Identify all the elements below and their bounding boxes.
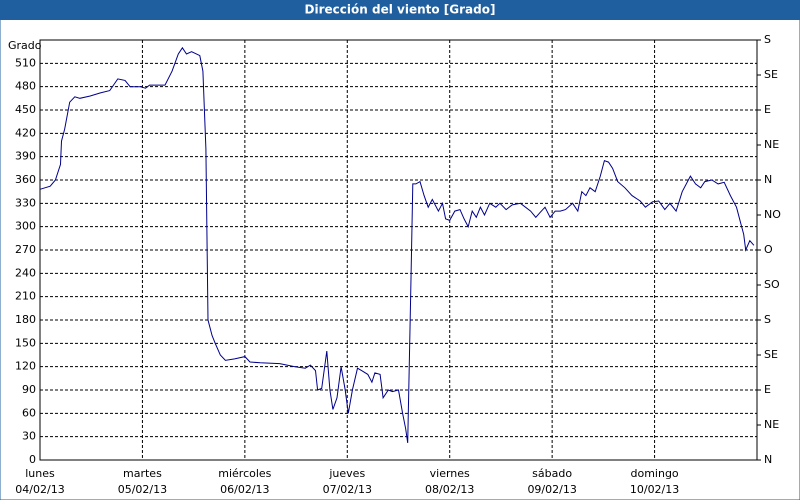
x-tick-label: lunes <box>25 467 55 480</box>
y-tick-label: 270 <box>15 243 36 256</box>
plot-area <box>39 39 758 461</box>
y2-tick-label: SE <box>764 68 778 81</box>
x-tick-date: 05/02/13 <box>118 483 167 496</box>
title-bar <box>0 0 800 20</box>
x-tick-label: miércoles <box>218 467 271 480</box>
y-tick-label: 510 <box>15 56 36 69</box>
y2-tick-label: NE <box>764 138 779 151</box>
y2-tick-label: SO <box>764 278 780 291</box>
y2-tick-label: O <box>764 243 773 256</box>
x-tick-date: 09/02/13 <box>527 483 576 496</box>
y-tick-label: 330 <box>15 196 36 209</box>
y-axis-label: Grado <box>8 39 42 52</box>
x-tick-label: martes <box>123 467 162 480</box>
chart-title: Dirección del viento [Grado] <box>305 3 496 17</box>
x-tick-date: 06/02/13 <box>220 483 269 496</box>
y-tick-label: 360 <box>15 173 36 186</box>
y-tick-label: 420 <box>15 126 36 139</box>
x-tick-label: viernes <box>430 467 470 480</box>
y2-tick-label: E <box>764 383 771 396</box>
x-tick-label: domingo <box>630 467 678 480</box>
x-tick-date: 07/02/13 <box>323 483 372 496</box>
y-tick-label: 210 <box>15 290 36 303</box>
y-tick-label: 150 <box>15 336 36 349</box>
y2-tick-label: N <box>764 173 772 186</box>
y-tick-label: 300 <box>15 220 36 233</box>
y-tick-label: 60 <box>22 406 36 419</box>
y-tick-label: 0 <box>29 453 36 466</box>
y-tick-label: 390 <box>15 150 36 163</box>
y2-tick-label: NO <box>764 208 781 221</box>
y-tick-label: 120 <box>15 360 36 373</box>
x-tick-label: sábado <box>532 467 572 480</box>
y2-tick-label: S <box>764 33 771 46</box>
y2-tick-label: NE <box>764 418 779 431</box>
y-tick-label: 180 <box>15 313 36 326</box>
y-tick-label: 240 <box>15 266 36 279</box>
x-tick-date: 10/02/13 <box>630 483 679 496</box>
y2-tick-label: SE <box>764 348 778 361</box>
x-tick-date: 04/02/13 <box>15 483 64 496</box>
data-line <box>39 46 755 443</box>
y2-tick-label: N <box>764 453 772 466</box>
y2-tick-label: S <box>764 313 771 326</box>
y-tick-label: 480 <box>15 80 36 93</box>
y-tick-label: 450 <box>15 103 36 116</box>
y-tick-label: 90 <box>22 383 36 396</box>
x-tick-label: jueves <box>328 467 365 480</box>
y-tick-label: 30 <box>22 430 36 443</box>
x-tick-date: 08/02/13 <box>425 483 474 496</box>
y2-tick-label: E <box>764 103 771 116</box>
